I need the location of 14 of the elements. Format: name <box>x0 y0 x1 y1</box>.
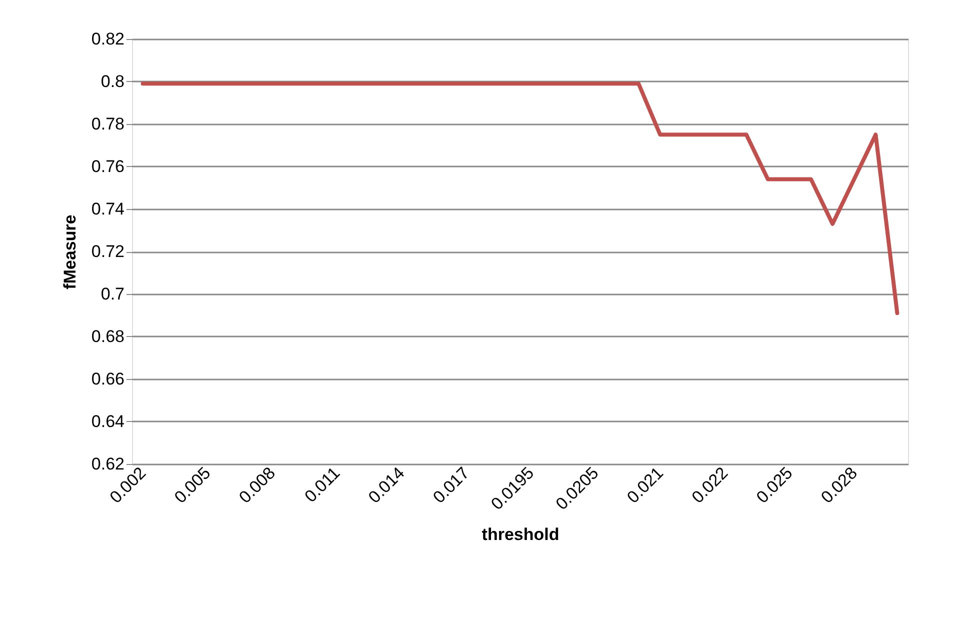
y-tick-label: 0.68 <box>91 327 124 346</box>
y-axis-title: fMeasure <box>60 214 80 290</box>
y-tick-label: 0.72 <box>91 242 124 261</box>
y-tick-label: 0.8 <box>100 72 124 91</box>
y-tick-label: 0.82 <box>91 30 124 48</box>
y-tick-label: 0.76 <box>91 157 124 176</box>
y-tick-label: 0.62 <box>91 454 124 474</box>
line-series <box>140 82 900 316</box>
x-axis-title: threshold <box>482 524 560 544</box>
y-tick-label: 0.7 <box>100 284 124 304</box>
y-tick-label: 0.78 <box>91 114 124 134</box>
y-tick-label: 0.64 <box>91 412 124 431</box>
y-tick-label: 0.74 <box>91 200 124 218</box>
y-tick-label: 0.66 <box>91 370 124 388</box>
